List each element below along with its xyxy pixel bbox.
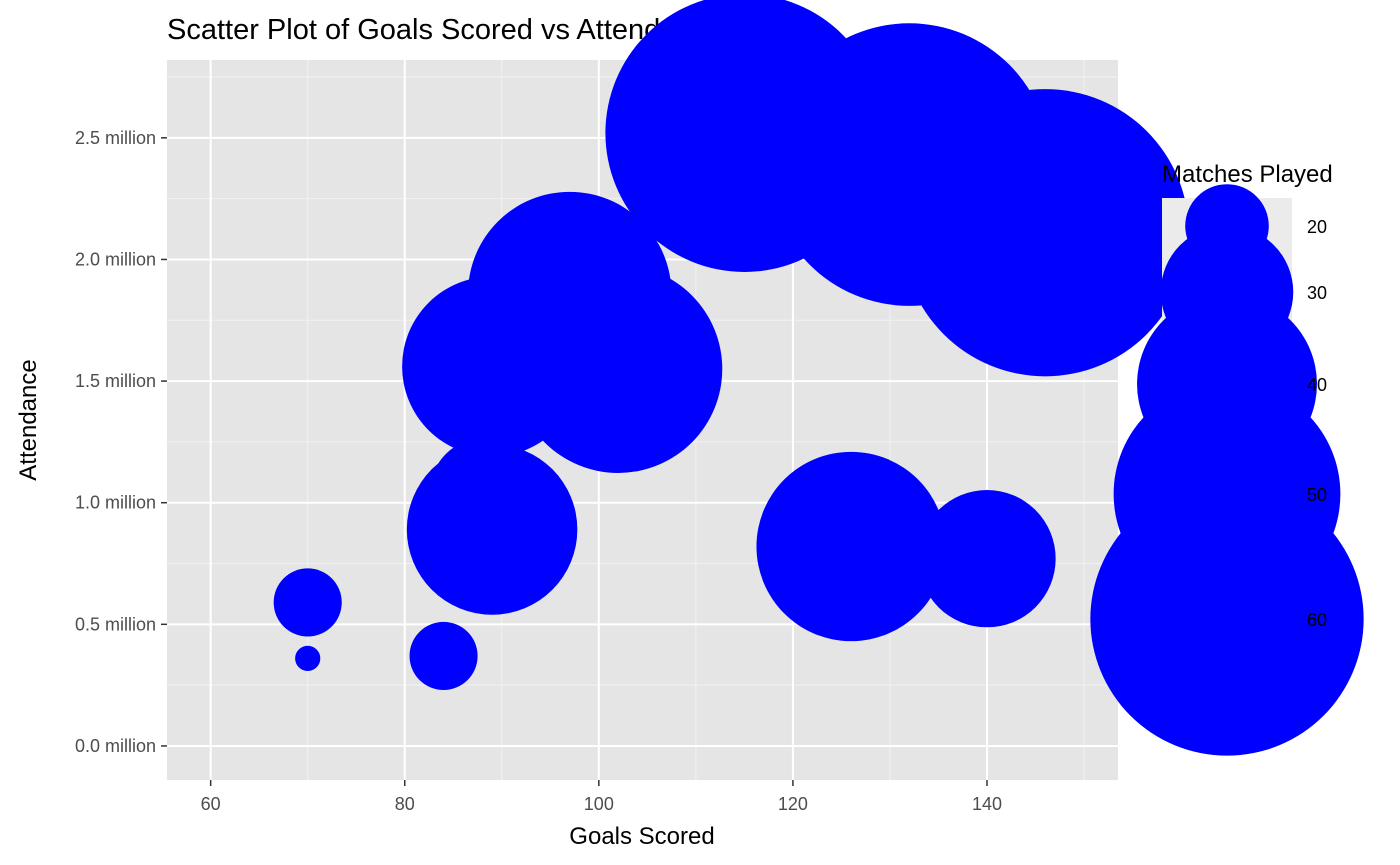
y-tick-label: 1.5 million bbox=[75, 371, 156, 391]
data-point bbox=[756, 451, 946, 642]
x-tick-label: 120 bbox=[778, 794, 808, 814]
legend-key-label: 30 bbox=[1307, 283, 1327, 303]
y-axis-title: Attendance bbox=[15, 359, 42, 480]
legend-key-label: 20 bbox=[1307, 217, 1327, 237]
data-point bbox=[295, 645, 321, 671]
y-tick-label: 2.0 million bbox=[75, 249, 156, 269]
x-axis: 60 80 100 120 140 bbox=[201, 780, 1002, 814]
data-point bbox=[273, 568, 342, 637]
legend-key-label: 40 bbox=[1307, 375, 1327, 395]
y-tick-label: 0.0 million bbox=[75, 736, 156, 756]
data-point bbox=[918, 489, 1056, 628]
data-point bbox=[514, 264, 723, 473]
y-tick-label: 1.0 million bbox=[75, 493, 156, 513]
x-tick-label: 140 bbox=[972, 794, 1002, 814]
data-point bbox=[901, 89, 1189, 377]
chart-title: Scatter Plot of Goals Scored vs Attendan… bbox=[167, 14, 723, 46]
x-tick-label: 60 bbox=[201, 794, 221, 814]
data-point bbox=[406, 444, 578, 615]
data-points bbox=[273, 0, 1189, 690]
legend-key-label: 50 bbox=[1307, 485, 1327, 505]
x-axis-title: Goals Scored bbox=[569, 823, 714, 850]
size-legend: Matches Played 20 30 40 50 60 bbox=[1090, 161, 1364, 756]
legend-key-circle bbox=[1090, 482, 1364, 756]
y-axis: 0.0 million 0.5 million 1.0 million 1.5 mil… bbox=[75, 128, 167, 756]
legend-title: Matches Played bbox=[1162, 161, 1333, 188]
y-tick-label: 0.5 million bbox=[75, 614, 156, 634]
y-tick-label: 2.5 million bbox=[75, 128, 156, 148]
x-tick-label: 100 bbox=[584, 794, 614, 814]
data-point bbox=[409, 621, 478, 690]
legend-keys: 20 30 40 50 60 bbox=[1090, 184, 1364, 756]
legend-key-label: 60 bbox=[1307, 610, 1327, 630]
x-tick-label: 80 bbox=[395, 794, 415, 814]
